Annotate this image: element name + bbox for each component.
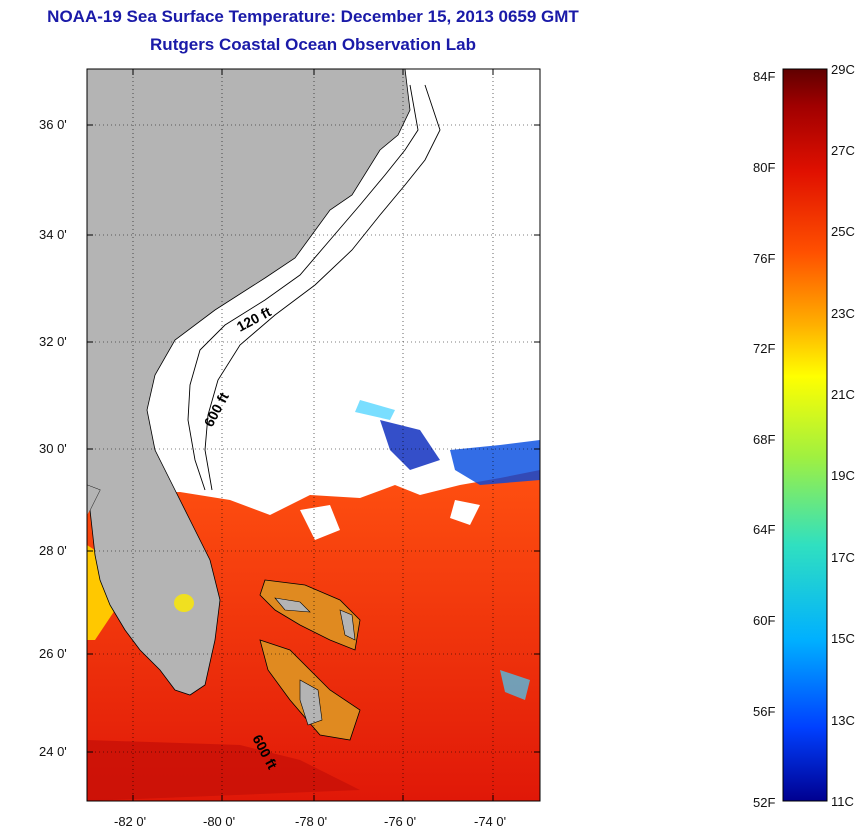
colorbar-label-f: 80F: [753, 160, 776, 175]
contour-600ft: [204, 84, 441, 491]
colorbar-label-c: 25C: [831, 224, 855, 239]
colorbar-label-f: 76F: [753, 251, 776, 266]
colorbar-label-c: 15C: [831, 631, 855, 646]
tick-marks: [87, 69, 540, 801]
lat-tick-label: 26 0': [39, 646, 67, 661]
map-subtitle: Rutgers Coastal Ocean Observation Lab: [150, 35, 476, 54]
lat-tick-label: 32 0': [39, 334, 67, 349]
cloud-patch: [450, 500, 480, 525]
abaco-island: [339, 609, 356, 641]
lake-okeechobee: [174, 594, 194, 612]
lon-tick-label: -76 0': [384, 814, 417, 829]
andros-island: [299, 679, 323, 726]
colorbar-label-c: 19C: [831, 468, 855, 483]
colorbar-label-f: 84F: [753, 69, 776, 84]
map-area: [87, 69, 540, 801]
colorbar-label-c: 21C: [831, 387, 855, 402]
colorbar-label-f: 52F: [753, 795, 776, 810]
gulf-warm-water: [87, 740, 360, 801]
cool-patch: [380, 420, 440, 470]
grand-bahama-island: [274, 597, 311, 613]
cool-patch: [355, 400, 395, 420]
land: [87, 485, 100, 515]
lat-tick-label: 28 0': [39, 543, 67, 558]
cloud-patch: [300, 505, 340, 540]
lon-tick-label: -74 0': [474, 814, 507, 829]
colorbar-label-f: 72F: [753, 341, 776, 356]
colorbar-label-c: 23C: [831, 306, 855, 321]
lat-tick-label: 30 0': [39, 441, 67, 456]
contour-120ft: [187, 84, 419, 491]
us-southeast-land: [87, 69, 411, 696]
lon-tick-label: -78 0': [295, 814, 328, 829]
colorbar-label-c: 13C: [831, 713, 855, 728]
map-title: NOAA-19 Sea Surface Temperature: Decembe…: [47, 7, 579, 26]
colorbar-label-c: 11C: [831, 794, 854, 809]
colorbar: [782, 68, 828, 802]
colorbar-label-c: 27C: [831, 143, 855, 158]
lon-tick-label: -82 0': [114, 814, 147, 829]
colorbar-label-f: 68F: [753, 432, 776, 447]
colorbar-label-f: 60F: [753, 613, 776, 628]
cool-patch: [450, 440, 540, 485]
colorbar-label-f: 64F: [753, 522, 776, 537]
lat-tick-label: 36 0': [39, 117, 67, 132]
lat-tick-label: 34 0': [39, 227, 67, 242]
colorbar-label-c: 17C: [831, 550, 855, 565]
colorbar-label-f: 56F: [753, 704, 776, 719]
lat-tick-label: 24 0': [39, 744, 67, 759]
little-bahama-bank: [259, 579, 361, 651]
lon-tick-label: -80 0': [203, 814, 236, 829]
cool-patch: [500, 670, 530, 700]
colorbar-label-c: 29C: [831, 62, 855, 77]
